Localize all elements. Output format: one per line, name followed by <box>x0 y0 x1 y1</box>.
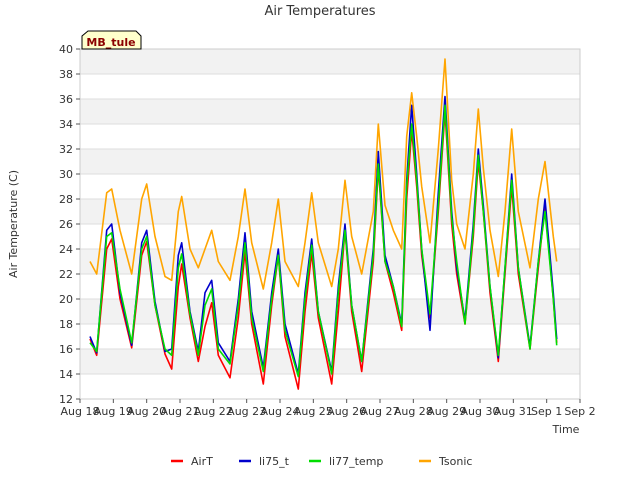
plot-band <box>80 199 580 224</box>
plot-band <box>80 99 580 124</box>
legend: AirT li75_t li77_temp Tsonic <box>171 455 472 468</box>
x-tick-label: Aug 20 <box>127 405 166 418</box>
x-tick-label: Aug 26 <box>327 405 366 418</box>
legend-label: li75_t <box>259 455 290 468</box>
chart-title: Air Temperatures <box>264 4 375 19</box>
series-line-li77-temp <box>89 104 558 378</box>
y-tick-label: 22 <box>59 268 73 281</box>
y-tick-label: 26 <box>59 218 73 231</box>
y-tick-label: 40 <box>59 43 73 56</box>
legend-label: Tsonic <box>438 455 472 468</box>
y-tick-label: 36 <box>59 93 73 106</box>
y-axis-label: Air Temperature (C) <box>7 170 20 278</box>
y-tick-label: 24 <box>59 243 73 256</box>
site-annotation-label: MB_tule <box>86 36 135 49</box>
y-tick-label: 12 <box>59 393 73 406</box>
legend-item: li77_temp <box>309 455 383 468</box>
x-tick-label: Aug 19 <box>94 405 133 418</box>
plot-band <box>80 299 580 324</box>
x-tick-label: Aug 29 <box>427 405 466 418</box>
x-tick-label: Aug 25 <box>294 405 333 418</box>
x-tick-label: Aug 27 <box>361 405 400 418</box>
x-tick-label: Sep 2 <box>564 405 595 418</box>
y-tick-label: 28 <box>59 193 73 206</box>
x-tick-label: Sep 1 <box>531 405 562 418</box>
x-tick-label: Aug 30 <box>461 405 500 418</box>
y-axis-ticks: 12 14 16 18 20 22 24 26 28 30 32 34 36 38 40 <box>59 43 80 406</box>
plot-band <box>80 174 580 199</box>
x-tick-label: Aug 23 <box>227 405 266 418</box>
legend-item: Tsonic <box>419 455 472 468</box>
site-annotation: MB_tule <box>81 30 142 50</box>
series-line-tsonic <box>89 58 558 290</box>
x-tick-label: Aug 22 <box>194 405 233 418</box>
y-tick-label: 14 <box>59 368 73 381</box>
x-tick-label: Aug 28 <box>394 405 433 418</box>
y-tick-label: 30 <box>59 168 73 181</box>
series-lines <box>89 58 558 390</box>
plot-band <box>80 74 580 99</box>
x-tick-label: Aug 21 <box>161 405 200 418</box>
x-axis-label: Time <box>552 423 580 436</box>
legend-item: li75_t <box>239 455 290 468</box>
y-tick-label: 18 <box>59 318 73 331</box>
x-tick-label: Aug 18 <box>61 405 100 418</box>
plot-band <box>80 49 580 74</box>
legend-item: AirT <box>171 455 213 468</box>
plot-band <box>80 224 580 249</box>
y-tick-label: 32 <box>59 143 73 156</box>
plot-band <box>80 124 580 149</box>
plot-band <box>80 149 580 174</box>
y-tick-label: 20 <box>59 293 73 306</box>
y-tick-label: 34 <box>59 118 73 131</box>
plot-band <box>80 274 580 299</box>
plot-bands <box>80 49 580 399</box>
x-tick-label: Aug 31 <box>494 405 533 418</box>
legend-label: AirT <box>191 455 213 468</box>
plot-band <box>80 324 580 349</box>
y-tick-label: 38 <box>59 68 73 81</box>
y-tick-label: 16 <box>59 343 73 356</box>
x-tick-label: Aug 24 <box>261 405 300 418</box>
legend-label: li77_temp <box>329 455 383 468</box>
